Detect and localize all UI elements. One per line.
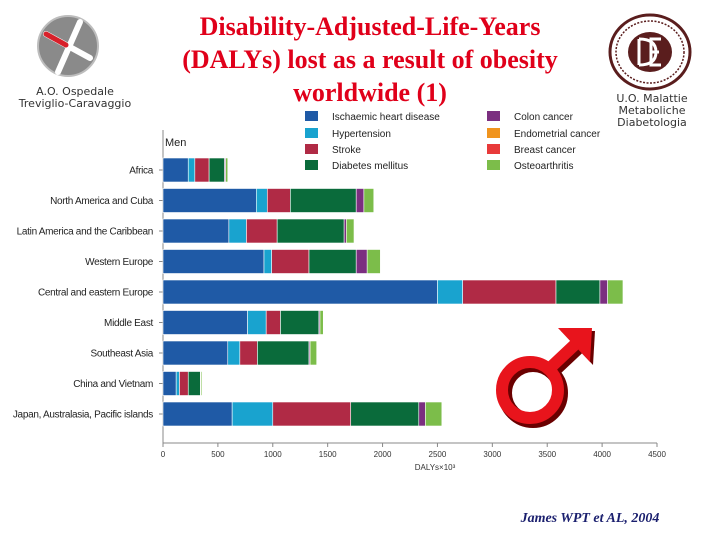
panel-title: Men [165,137,186,149]
x-tick-label: 500 [211,450,225,459]
bar-segment-1 [263,249,272,274]
category-label: Western Europe [85,257,154,268]
bar-segment-0 [162,340,229,366]
citation: James WPT et AL, 2004 [520,511,660,526]
category-label: Middle East [104,318,153,329]
bar-segment-4 [599,279,608,305]
bar-segment-1 [187,157,196,183]
bar-segment-2 [272,401,352,427]
bar-segment-3 [555,279,601,305]
hospital-name: A.O. Ospedale Treviglio-Caravaggio [18,85,132,110]
bar-segment-1 [247,310,267,335]
bar-segment-7 [346,218,355,244]
category-label: Southeast Asia [90,349,153,360]
legend-swatch-4 [487,111,500,121]
bar-segment-1 [228,218,247,244]
bar-segment-2 [265,310,281,335]
category-label: China and Vietnam [73,379,153,390]
bar-segment-2 [462,279,557,305]
bar-segment-2 [239,340,258,366]
legend-label-3: Diabetes mellitus [332,161,408,172]
legend-label-2: Stroke [332,145,361,156]
category-label: North America and Cuba [50,196,154,207]
bar-segment-0 [162,218,230,244]
diabetology-seal-icon [608,13,692,91]
x-tick-label: 4000 [593,450,611,459]
legend-swatch-7 [487,160,500,170]
male-symbol-icon [496,328,595,428]
category-label: Central and eastern Europe [38,288,154,299]
x-tick-label: 2000 [374,450,392,459]
bar-segment-7 [363,188,375,213]
legend-label-1: Hypertension [332,129,391,140]
legend-label-7: Osteoarthritis [514,161,573,172]
bar-segment-3 [276,218,345,244]
bar-segment-0 [162,157,189,183]
bar-segment-1 [227,340,241,366]
legend-swatch-5 [487,128,500,138]
bar-segment-7 [309,340,317,366]
bar-segment-4 [355,249,368,274]
x-tick-label: 3000 [483,450,501,459]
x-axis-label: DALYs×10³ [415,463,456,472]
legend-label-6: Breast cancer [514,145,576,156]
x-tick-label: 1500 [319,450,337,459]
bar-segment-2 [246,218,278,244]
bar-segment-0 [162,371,177,396]
bar-segment-0 [162,310,248,335]
bar-segment-3 [187,371,201,396]
bar-segment-7 [366,249,381,274]
bar-segment-7 [225,157,229,183]
bar-segment-0 [162,401,233,427]
bar-segment-7 [319,310,324,335]
unit-name: U.O. Malattie Metaboliche Diabetologia [616,92,688,129]
bar-segment-0 [162,249,265,274]
bar-segment-3 [208,157,225,183]
bar-segment-3 [257,340,310,366]
bar-segment-2 [271,249,310,274]
legend-swatch-2 [305,144,318,154]
bar-segment-4 [418,401,426,427]
legend-swatch-1 [305,128,318,138]
bar-segment-4 [355,188,365,213]
bar-segment-2 [179,371,189,396]
bar-segment-1 [437,279,463,305]
bar-segment-3 [308,249,357,274]
slide-title: Disability-Adjusted-Life-Years (DALYs) l… [182,12,558,107]
bar-segment-3 [280,310,320,335]
cross-logo-icon [37,15,99,77]
bar-segment-1 [175,371,180,396]
x-tick-label: 0 [161,450,166,459]
bar-segment-7 [425,401,443,427]
bar-segment-1 [231,401,274,427]
bar-segment-4 [343,218,347,244]
bar-segment-3 [290,188,357,213]
legend-swatch-0 [305,111,318,121]
x-tick-label: 1000 [264,450,282,459]
category-label: Japan, Australasia, Pacific islands [13,410,153,421]
bar-segment-0 [162,279,438,305]
bar-segment-3 [350,401,420,427]
bar-segment-0 [162,188,257,213]
bar-segment-7 [200,371,203,396]
category-label: Latin America and the Caribbean [17,227,153,238]
legend-swatch-6 [487,144,500,154]
x-tick-label: 2500 [429,450,447,459]
x-tick-label: 4500 [648,450,666,459]
legend-label-0: Ischaemic heart disease [332,112,440,123]
legend-label-5: Endometrial cancer [514,129,601,140]
category-label: Africa [129,166,154,177]
bar-segment-1 [256,188,268,213]
legend-label-4: Colon cancer [514,112,574,123]
legend-swatch-3 [305,160,318,170]
bar-segment-2 [266,188,291,213]
x-tick-label: 3500 [538,450,556,459]
bar-segment-2 [194,157,210,183]
bar-segment-7 [607,279,624,305]
